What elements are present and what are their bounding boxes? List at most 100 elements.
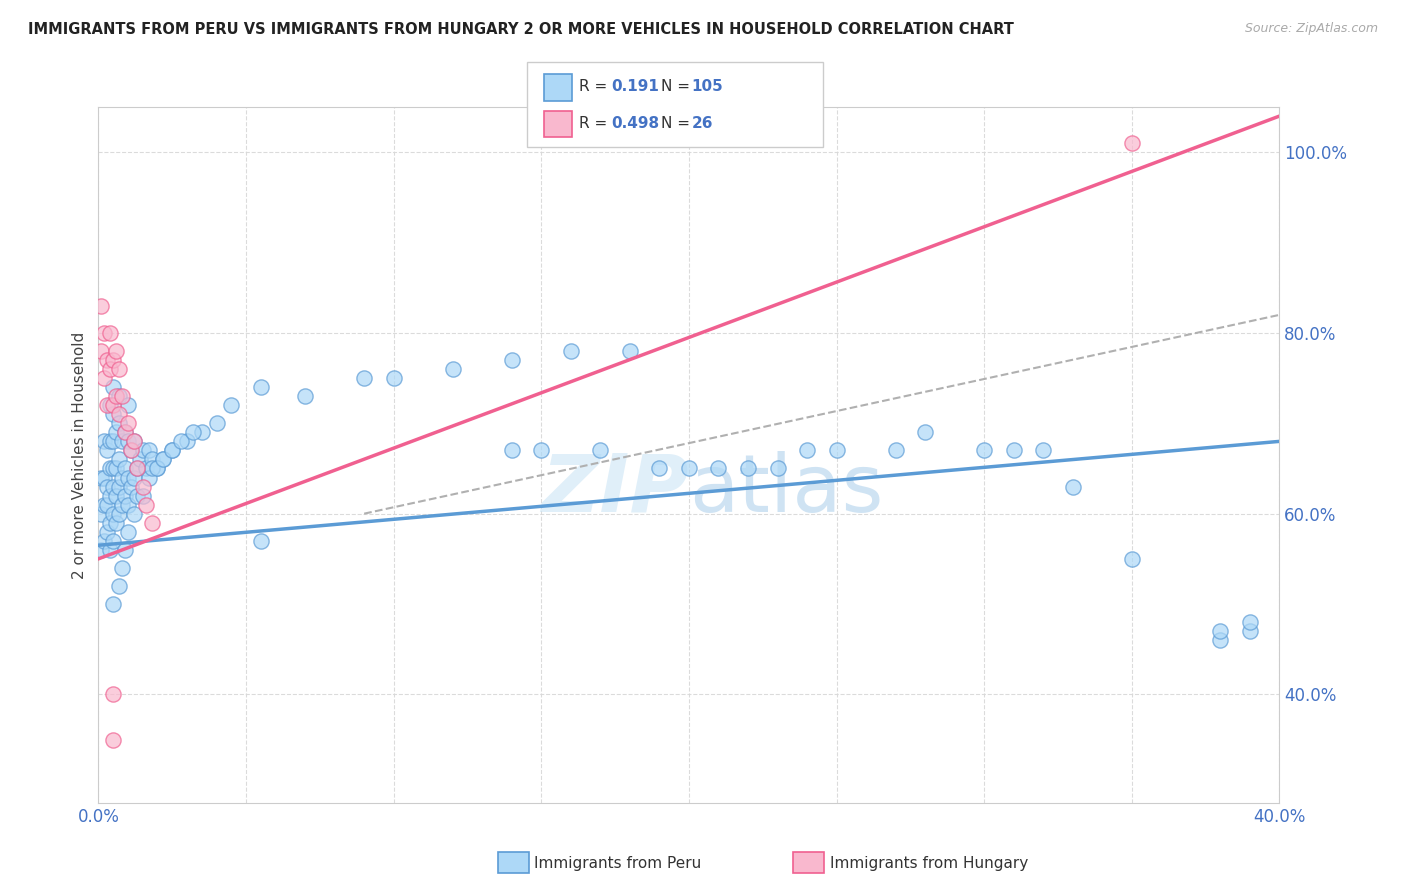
Point: [884, 443, 907, 458]
Point: [103, 434, 125, 449]
Point: [98, 542, 121, 557]
Point: [125, 461, 148, 475]
Point: [619, 344, 641, 359]
Text: Source: ZipAtlas.com: Source: ZipAtlas.com: [1244, 22, 1378, 36]
Text: 105: 105: [692, 79, 724, 95]
Point: [90, 507, 112, 521]
Point: [181, 425, 204, 440]
Point: [90, 470, 112, 484]
Text: 0.498: 0.498: [612, 116, 659, 130]
Point: [117, 470, 139, 484]
Point: [103, 687, 125, 701]
Text: 26: 26: [692, 116, 713, 130]
Point: [1062, 479, 1084, 493]
Point: [108, 362, 131, 376]
Point: [103, 507, 125, 521]
Point: [120, 443, 142, 458]
Point: [120, 479, 142, 493]
Point: [103, 479, 125, 493]
Point: [93, 470, 115, 484]
Y-axis label: 2 or more Vehicles in Household: 2 or more Vehicles in Household: [72, 331, 87, 579]
Point: [93, 498, 115, 512]
Point: [111, 561, 134, 575]
Text: 0.191: 0.191: [612, 79, 659, 95]
Point: [205, 417, 228, 431]
Point: [103, 597, 125, 611]
Point: [108, 507, 131, 521]
Point: [98, 516, 121, 530]
Point: [96, 479, 118, 493]
Point: [93, 533, 115, 548]
Point: [707, 461, 730, 475]
Point: [122, 434, 145, 449]
Point: [1209, 633, 1232, 648]
Point: [128, 452, 150, 467]
Point: [103, 398, 125, 412]
Point: [103, 533, 125, 548]
Point: [111, 389, 134, 403]
Point: [914, 425, 936, 440]
Point: [1121, 551, 1143, 566]
Text: N =: N =: [661, 116, 695, 130]
Point: [111, 498, 134, 512]
Point: [146, 461, 169, 475]
Point: [294, 389, 316, 403]
Text: Immigrants from Hungary: Immigrants from Hungary: [830, 856, 1028, 871]
Point: [93, 326, 115, 340]
Point: [105, 489, 128, 503]
Text: R =: R =: [579, 79, 613, 95]
Point: [122, 434, 145, 449]
Point: [152, 452, 174, 467]
Point: [530, 443, 553, 458]
Point: [103, 461, 125, 475]
Point: [117, 498, 139, 512]
Point: [108, 417, 131, 431]
Point: [191, 425, 214, 440]
Text: Immigrants from Peru: Immigrants from Peru: [534, 856, 702, 871]
Point: [122, 507, 145, 521]
Point: [1002, 443, 1025, 458]
Point: [501, 443, 523, 458]
Point: [353, 371, 375, 385]
Point: [108, 479, 131, 493]
Point: [1239, 624, 1261, 639]
Text: ZIP: ZIP: [541, 450, 689, 529]
Point: [111, 434, 134, 449]
Point: [105, 389, 128, 403]
Point: [98, 489, 121, 503]
Point: [141, 516, 163, 530]
Point: [96, 498, 118, 512]
Point: [105, 425, 128, 440]
Point: [132, 489, 155, 503]
Point: [117, 417, 139, 431]
Point: [737, 461, 759, 475]
Point: [219, 398, 242, 412]
Point: [98, 326, 121, 340]
Point: [93, 371, 115, 385]
Point: [132, 443, 155, 458]
Point: [560, 344, 582, 359]
Point: [114, 542, 136, 557]
Point: [93, 434, 115, 449]
Point: [98, 362, 121, 376]
Point: [103, 380, 125, 394]
Point: [96, 443, 118, 458]
Text: R =: R =: [579, 116, 613, 130]
Point: [105, 516, 128, 530]
Point: [973, 443, 995, 458]
Point: [135, 498, 157, 512]
Point: [501, 353, 523, 368]
Point: [90, 542, 112, 557]
Point: [108, 579, 131, 593]
Point: [138, 470, 160, 484]
Point: [108, 452, 131, 467]
Point: [103, 732, 125, 747]
Point: [114, 461, 136, 475]
Point: [250, 533, 273, 548]
Point: [441, 362, 464, 376]
Point: [1032, 443, 1054, 458]
Point: [90, 344, 112, 359]
Point: [96, 398, 118, 412]
Point: [170, 434, 193, 449]
Point: [176, 434, 198, 449]
